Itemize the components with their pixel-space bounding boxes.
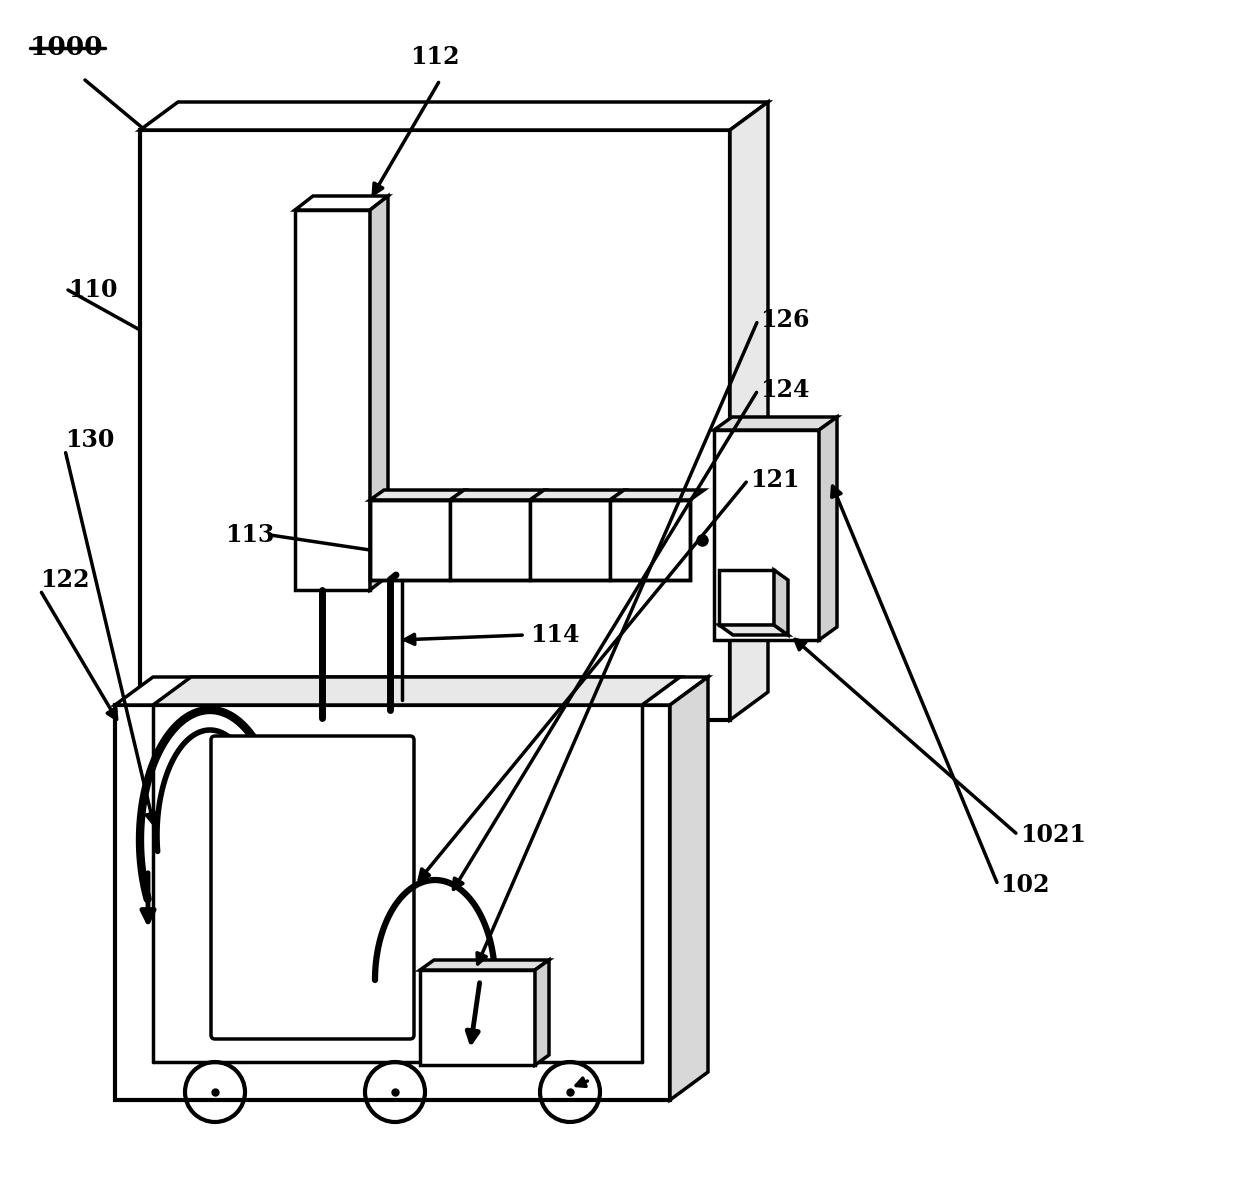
Polygon shape — [420, 961, 549, 970]
Polygon shape — [140, 101, 768, 130]
Polygon shape — [719, 625, 787, 635]
Polygon shape — [714, 417, 837, 430]
Text: 124: 124 — [760, 378, 810, 402]
Bar — [140, 130, 730, 720]
Bar — [295, 210, 370, 590]
Text: 102: 102 — [999, 873, 1049, 897]
Polygon shape — [610, 490, 704, 500]
Text: 1021: 1021 — [1021, 822, 1086, 847]
Polygon shape — [370, 490, 464, 500]
Polygon shape — [115, 677, 708, 704]
Text: 112: 112 — [410, 45, 460, 68]
FancyBboxPatch shape — [211, 736, 414, 1040]
Text: 126: 126 — [760, 308, 810, 332]
Bar — [370, 500, 450, 581]
Polygon shape — [818, 417, 837, 640]
Bar — [450, 500, 529, 581]
Text: 113: 113 — [224, 523, 274, 548]
Polygon shape — [534, 961, 549, 1066]
Polygon shape — [670, 677, 708, 1100]
Polygon shape — [450, 490, 544, 500]
Text: 121: 121 — [750, 468, 800, 492]
Bar — [529, 500, 610, 581]
Text: 122: 122 — [40, 568, 89, 592]
Polygon shape — [295, 196, 388, 210]
Text: 114: 114 — [529, 623, 579, 647]
Bar — [610, 500, 689, 581]
Polygon shape — [774, 570, 787, 635]
Text: 1000: 1000 — [30, 35, 103, 60]
Bar — [714, 430, 818, 640]
Bar — [115, 704, 670, 1100]
Polygon shape — [153, 677, 680, 704]
Text: 110: 110 — [68, 278, 118, 302]
Polygon shape — [370, 196, 388, 590]
Polygon shape — [529, 490, 624, 500]
Polygon shape — [730, 101, 768, 720]
Bar — [420, 970, 534, 1066]
Bar — [719, 570, 774, 625]
Bar — [370, 500, 689, 581]
Text: 130: 130 — [64, 428, 114, 452]
